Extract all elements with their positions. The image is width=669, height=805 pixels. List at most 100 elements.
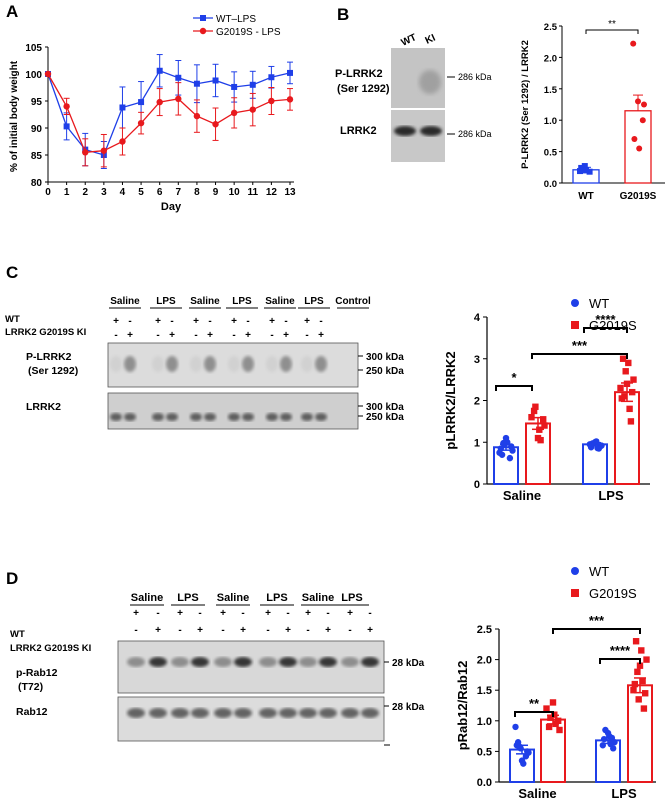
c-blot-band-1-1	[124, 413, 136, 421]
blot-b-wt-total-band	[394, 126, 416, 136]
blot-b-ki-total-band	[420, 126, 442, 136]
a-series-line-0	[47, 69, 291, 156]
c-sig-bracket-1	[531, 353, 628, 359]
c-blot-group-label-2: Saline	[190, 296, 220, 307]
d-ytick-label-5: 2.5	[477, 624, 492, 636]
c-point-g2019s-1-6	[622, 368, 629, 375]
c-blot-ki-sign-6: -	[232, 330, 235, 341]
d-blot-band-0-8	[299, 657, 317, 667]
a-point-g2019s-11	[249, 106, 256, 113]
c-point-wt-0-8	[509, 447, 516, 454]
d-ytick-label-0: 0.0	[477, 777, 492, 789]
b-ytick-label-5: 2.5	[544, 22, 558, 33]
c-ytick-label-2: 2	[474, 396, 480, 408]
d-blot-wt-sign-10: +	[347, 608, 353, 619]
a-point-wt-13	[287, 69, 293, 76]
c-ytick-label-3: 3	[474, 354, 480, 366]
a-xtick-label-12: 12	[266, 187, 278, 198]
c-blot-band-1-2	[152, 413, 164, 421]
b-point-g2019s-0	[630, 40, 637, 47]
a-point-g2019s-13	[286, 96, 294, 103]
b-point-g2019s-1	[635, 98, 641, 105]
a-ytick-label-1: 85	[31, 151, 43, 162]
d-blot-band-0-9	[319, 657, 337, 667]
c-blot-group-label-6: Control	[335, 296, 371, 307]
b-point-wt-2	[586, 168, 593, 175]
a-xtick-label-4: 4	[120, 187, 126, 198]
c-blot-band-0-0	[110, 356, 122, 372]
a-point-wt-5	[138, 99, 145, 106]
d-blot-ki-sign-6: -	[266, 625, 269, 636]
b-point-g2019s-3	[631, 136, 638, 143]
d-point-g2019s-1-0	[632, 638, 640, 645]
a-ytick-label-2: 90	[31, 124, 43, 135]
c-blot-group-label-3: LPS	[232, 296, 252, 307]
d-blot-wt-sign-9: -	[326, 608, 329, 619]
d-blot-band-1-11	[361, 708, 379, 718]
a-point-g2019s-7	[175, 95, 182, 103]
d-point-wt-0-0	[512, 723, 519, 731]
c-ytick-label-1: 1	[474, 437, 480, 449]
c-blot-row-label-0: P-LRRK2	[26, 351, 72, 363]
d-blot-ki-sign-5: +	[240, 625, 246, 636]
c-point-g2019s-0-6	[537, 436, 544, 444]
a-point-wt-8	[193, 80, 200, 87]
c-blot-group-label-5: LPS	[304, 296, 324, 307]
b-point-wt-0	[577, 168, 583, 175]
c-blot-wt-sign-7: -	[246, 316, 249, 327]
d-blot-row-sublabel-0: (T72)	[18, 681, 43, 693]
d-point-wt-1-7	[602, 726, 609, 734]
c-blot-band-0-9	[280, 356, 292, 372]
a-ytick-label-4: 100	[25, 70, 42, 81]
d-blot-band-1-4	[214, 708, 232, 718]
b-sig-label: **	[608, 19, 616, 30]
d-sig-bracket-0	[514, 711, 554, 717]
a-legend-g2019s: G2019S - LPS	[216, 27, 281, 38]
d-blot-band-0-4	[214, 657, 232, 667]
d-blot-ki-sign-3: +	[197, 625, 203, 636]
b-ytick-label-2: 1.0	[544, 116, 557, 127]
d-xlabel-0: Saline	[518, 786, 556, 801]
c-ytick-label-4: 4	[474, 312, 481, 324]
c-point-wt-1-7	[589, 440, 596, 447]
c-blot-ki-sign-5: +	[207, 330, 213, 341]
c-bar-WT-1	[582, 443, 608, 485]
d-point-wt-1-5	[606, 732, 613, 740]
a-xtick-label-7: 7	[176, 187, 182, 198]
panel-b-western-blot: WT KI P-LRRK2 (Ser 1292) LRRK2 286 kDa 2…	[335, 32, 492, 162]
b-ytick-label-4: 2.0	[544, 53, 557, 64]
c-blot-group-label-1: LPS	[156, 296, 176, 307]
c-blot-genotype-wt: WT	[5, 314, 20, 325]
c-blot-ki-sign-7: +	[245, 330, 251, 341]
d-blot-marker-1: 28 kDa	[392, 702, 425, 713]
d-blot-wt-sign-6: +	[265, 608, 271, 619]
a-xtick-label-10: 10	[229, 187, 241, 198]
d-point-g2019s-1-8	[631, 680, 638, 688]
d-point-g2019s-1-9	[636, 662, 644, 669]
c-blot-band-0-1	[124, 356, 136, 372]
d-blot-wt-sign-3: -	[198, 608, 201, 619]
b-xlabel-1: G2019S	[620, 191, 657, 202]
c-blot-band-0-2	[152, 356, 164, 372]
d-point-wt-0-8	[525, 749, 532, 756]
d-blot-band-1-8	[299, 708, 317, 718]
c-point-g2019s-0-5	[532, 403, 539, 410]
d-blot-band-0-5	[234, 657, 252, 667]
d-blot-band-0-6	[259, 657, 277, 667]
a-point-wt-12	[268, 74, 275, 81]
d-blot-band-1-1	[149, 708, 167, 718]
c-blot-band-1-10	[301, 413, 313, 421]
c-xlabel-1: LPS	[598, 488, 624, 503]
a-xtick-label-5: 5	[138, 187, 144, 198]
b-ytick-label-3: 1.5	[544, 85, 558, 96]
c-ytick-label-0: 0	[474, 479, 480, 491]
b-ytick-label-0: 0.0	[544, 179, 557, 190]
a-xtick-label-11: 11	[247, 187, 258, 198]
c-blot-wt-sign-8: +	[269, 316, 275, 327]
panel-b-bar-chart: 0.0 0.5 1.0 1.5 2.0 2.5 P-LRRK2 (Ser 1292) / L…	[520, 19, 665, 202]
a-point-g2019s-6	[156, 98, 163, 106]
d-blot-band-1-6	[259, 708, 277, 718]
d-point-g2019s-0-4	[556, 726, 563, 734]
d-point-g2019s-1-1	[638, 647, 645, 654]
d-blot-ki-sign-1: +	[155, 625, 161, 636]
